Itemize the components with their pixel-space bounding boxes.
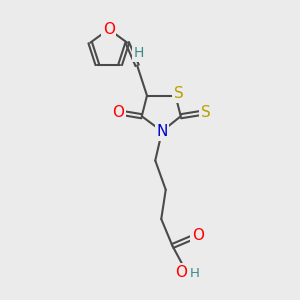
Text: O: O bbox=[103, 22, 115, 37]
Text: H: H bbox=[134, 46, 144, 60]
Text: H: H bbox=[189, 267, 199, 280]
Text: O: O bbox=[112, 105, 124, 120]
Text: O: O bbox=[175, 265, 187, 280]
Text: N: N bbox=[156, 124, 168, 140]
Text: S: S bbox=[174, 86, 183, 101]
Text: O: O bbox=[192, 228, 204, 243]
Text: S: S bbox=[201, 105, 210, 120]
